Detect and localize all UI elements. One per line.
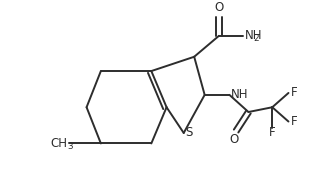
Text: F: F <box>290 115 297 128</box>
Text: F: F <box>269 126 276 139</box>
Text: NH: NH <box>231 88 249 101</box>
Text: 2: 2 <box>253 34 259 43</box>
Text: S: S <box>185 127 193 139</box>
Text: 3: 3 <box>68 142 73 151</box>
Text: O: O <box>229 133 239 146</box>
Text: F: F <box>290 86 297 99</box>
Text: CH: CH <box>51 137 68 150</box>
Text: O: O <box>214 1 224 14</box>
Text: NH: NH <box>245 29 262 42</box>
